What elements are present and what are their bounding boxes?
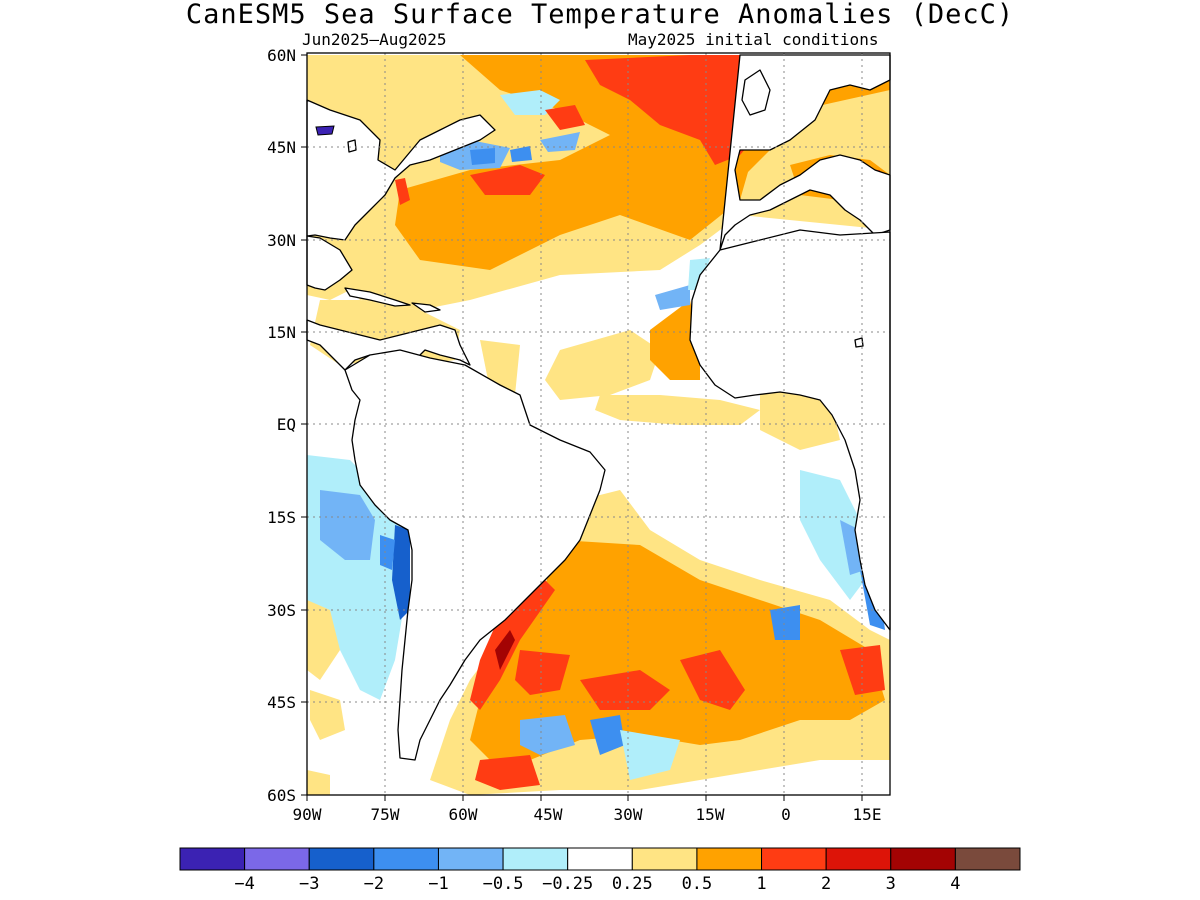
land-masses (306, 54, 891, 761)
colorbar-swatch (696, 847, 763, 871)
north-america-outline (306, 99, 496, 241)
lat-label: 45N (267, 138, 296, 157)
south-america-outline (344, 349, 606, 761)
colorbar-swatch (437, 847, 504, 871)
lat-label: 60N (267, 46, 296, 65)
lat-label: 15S (267, 508, 296, 527)
colorbar-swatch (308, 847, 375, 871)
colorbar-label: 1 (756, 874, 766, 894)
colorbar-label: −1 (428, 874, 448, 894)
colorbar-swatch (825, 847, 892, 871)
colorbar-swatch (890, 847, 956, 871)
forecast-period: Jun2025–Aug2025 (302, 30, 447, 49)
colorbar-label: 0.25 (612, 874, 653, 894)
lon-label: 15W (696, 805, 725, 824)
lon-label: 30W (614, 805, 643, 824)
colorbar-label: −0.5 (483, 874, 524, 894)
colorbar-label: 4 (950, 874, 960, 894)
colorbar-swatch (179, 847, 246, 871)
lon-label: 60W (449, 805, 478, 824)
colorbar-swatch (761, 847, 827, 871)
colorbar-swatch (567, 847, 633, 871)
longitude-labels: 90W 75W 60W 45W 30W 15W 0 15E (293, 805, 882, 824)
lon-label: 90W (293, 805, 322, 824)
lat-label: 60S (267, 786, 296, 805)
lat-label: 30N (267, 231, 296, 250)
colorbar-swatch (631, 847, 698, 871)
great-lakes (315, 125, 335, 136)
colorbar-swatch (244, 847, 310, 871)
colorbar-label: −0.25 (542, 874, 593, 894)
lat-label: EQ (277, 415, 296, 434)
lon-label: 75W (371, 805, 400, 824)
lat-label: 30S (267, 601, 296, 620)
lat-label: 15N (267, 323, 296, 342)
colorbar-label: −3 (299, 874, 319, 894)
colorbar-swatch (502, 847, 569, 871)
colorbar-label: −4 (234, 874, 254, 894)
lon-label: 15E (853, 805, 882, 824)
map-title: CanESM5 Sea Surface Temperature Anomalie… (185, 0, 1015, 30)
colorbar-label: 3 (886, 874, 896, 894)
latitude-labels: 60N 45N 30N 15N EQ 15S 30S 45S 60S (267, 46, 296, 805)
colorbar-label: 0.5 (682, 874, 713, 894)
central-america-outline (306, 235, 353, 291)
lon-label: 0 (781, 805, 791, 824)
initial-conditions-label: May2025 initial conditions (628, 30, 879, 49)
colorbar-label: −2 (364, 874, 384, 894)
lon-label: 45W (534, 805, 563, 824)
lat-label: 45S (267, 693, 296, 712)
gridlines (307, 53, 890, 795)
colorbar: −4 −3 −2 −1 −0.5 −0.25 0.25 0.5 1 2 3 4 (179, 847, 1021, 894)
colorbar-label: 2 (821, 874, 831, 894)
colorbar-swatch (373, 847, 439, 871)
colorbar-swatch (954, 847, 1021, 871)
tick-marks (301, 54, 863, 801)
